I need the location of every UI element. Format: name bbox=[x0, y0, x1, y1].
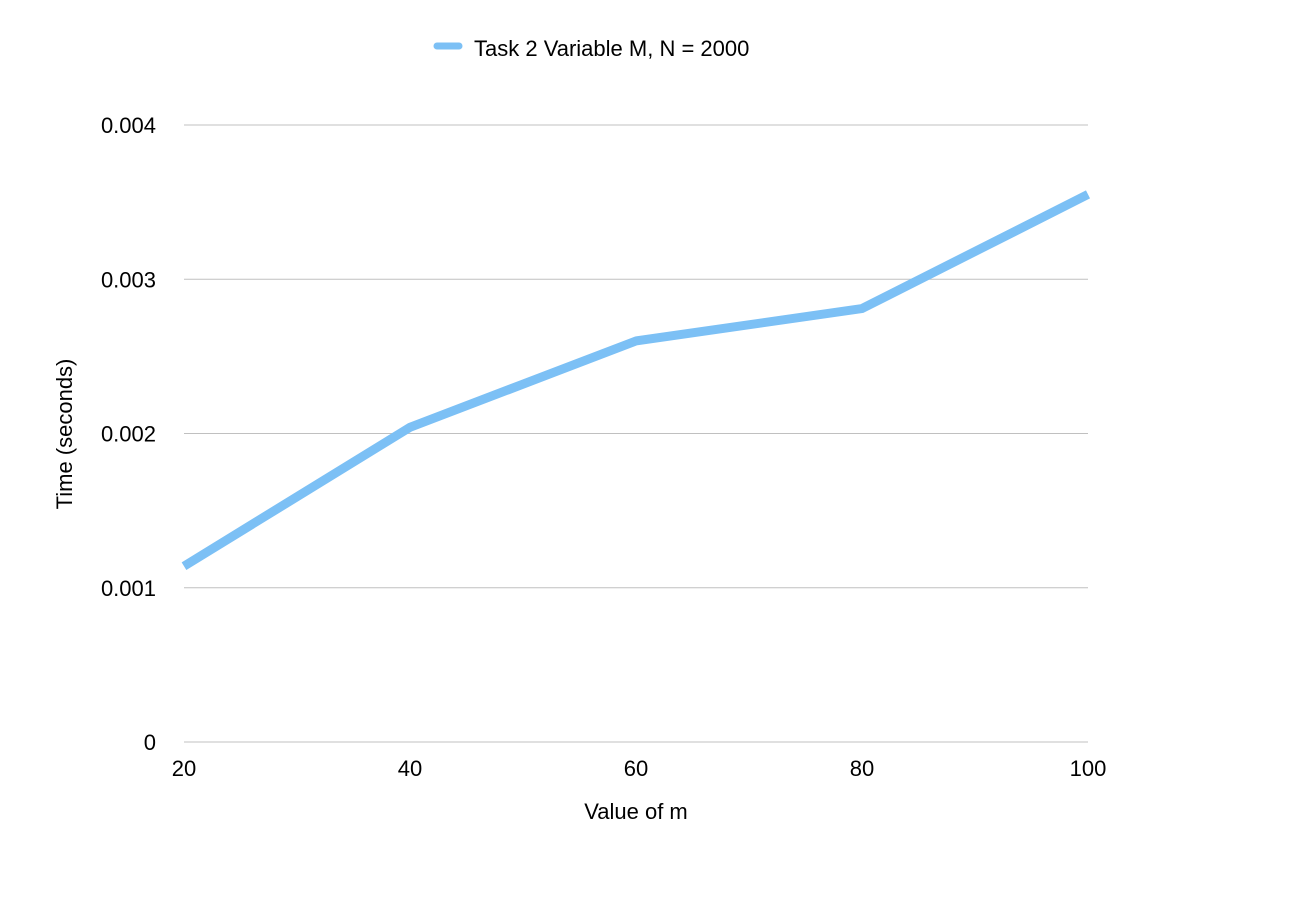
y-axis-ticks: 0 0.001 0.002 0.003 0.004 bbox=[101, 113, 156, 755]
grid bbox=[184, 124, 1088, 743]
y-tick-label: 0.003 bbox=[101, 267, 156, 292]
series-line bbox=[181, 190, 1091, 570]
x-tick-label: 60 bbox=[624, 756, 648, 781]
x-tick-label: 20 bbox=[172, 756, 196, 781]
y-tick-label: 0 bbox=[144, 730, 156, 755]
legend-label-task2: Task 2 Variable M, N = 2000 bbox=[474, 36, 749, 61]
x-tick-label: 100 bbox=[1070, 756, 1107, 781]
x-tick-label: 80 bbox=[850, 756, 874, 781]
series-layer bbox=[181, 190, 1091, 570]
x-axis-ticks: 20 40 60 80 100 bbox=[172, 756, 1107, 781]
x-axis-title: Value of m bbox=[584, 799, 688, 824]
y-axis-title: Time (seconds) bbox=[52, 359, 77, 510]
y-tick-label: 0.002 bbox=[101, 422, 156, 447]
x-tick-label: 40 bbox=[398, 756, 422, 781]
y-tick-label: 0.004 bbox=[101, 113, 156, 138]
legend: Task 2 Variable M, N = 2000 bbox=[433, 36, 749, 61]
y-tick-label: 0.001 bbox=[101, 576, 156, 601]
